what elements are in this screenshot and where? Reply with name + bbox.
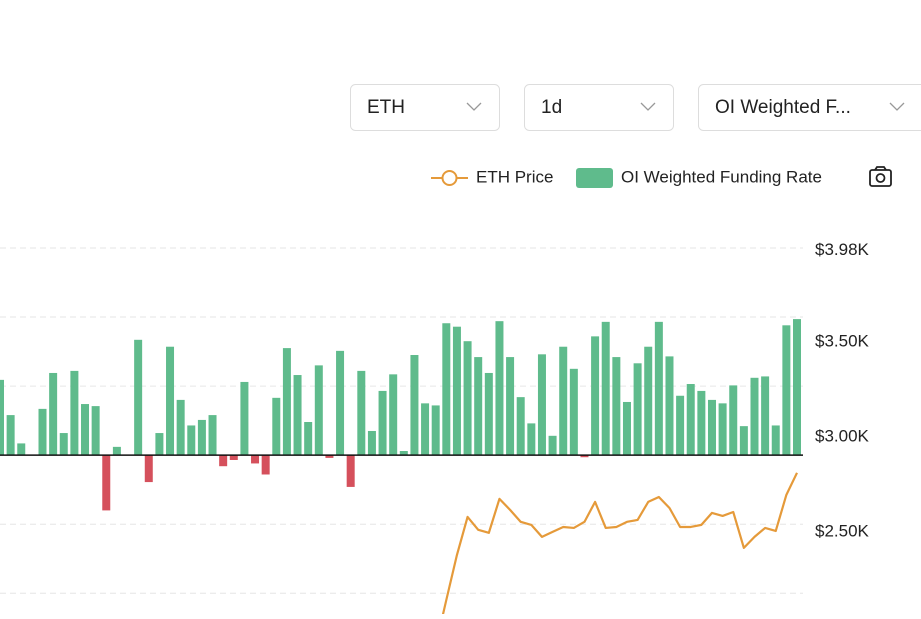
bar — [134, 340, 142, 455]
bar — [92, 406, 100, 455]
bar — [389, 374, 397, 455]
bar — [0, 380, 4, 455]
bar — [357, 371, 365, 455]
bar — [102, 455, 110, 510]
bar — [506, 357, 514, 455]
bar — [485, 373, 493, 455]
bar — [113, 447, 121, 455]
bar — [70, 371, 78, 455]
legend-swatch — [576, 168, 613, 188]
bar — [495, 321, 503, 455]
bar — [602, 322, 610, 455]
dropdown[interactable]: 1d — [525, 85, 674, 131]
bar — [750, 378, 758, 455]
bar — [177, 400, 185, 455]
bar — [634, 363, 642, 455]
bar — [740, 426, 748, 455]
bar — [240, 382, 248, 455]
bar — [549, 436, 557, 455]
bar — [517, 397, 525, 455]
dropdown[interactable]: OI Weighted F... — [699, 85, 921, 131]
plot — [0, 248, 803, 614]
dropdown-label[interactable]: OI Weighted F... — [715, 97, 851, 118]
bar — [559, 347, 567, 455]
bar — [81, 404, 89, 455]
bar — [17, 443, 25, 455]
bar — [719, 403, 727, 455]
y2-tick-label: $2.50K — [815, 521, 870, 540]
bar — [198, 420, 206, 455]
legend-label[interactable]: OI Weighted Funding Rate — [621, 167, 822, 186]
bar — [379, 391, 387, 455]
legend: ETH Price OI Weighted Funding Rate — [431, 167, 822, 188]
bar — [570, 369, 578, 455]
legend-marker — [443, 171, 457, 185]
bar — [665, 356, 673, 455]
bar — [421, 403, 429, 455]
y2-tick-label: $3.50K — [815, 331, 870, 350]
bar — [464, 341, 472, 455]
y2-tick-label: $3.00K — [815, 426, 870, 445]
bar — [527, 423, 535, 455]
camera-lens[interactable] — [877, 174, 885, 182]
bar — [708, 400, 716, 455]
bar — [644, 347, 652, 455]
bar — [623, 402, 631, 455]
camera-body[interactable] — [870, 170, 891, 186]
bar — [591, 336, 599, 455]
bar — [793, 319, 801, 455]
bar — [155, 433, 163, 455]
bar — [145, 455, 153, 482]
bar — [219, 455, 227, 466]
bar — [442, 323, 450, 455]
bar — [612, 357, 620, 455]
bar — [262, 455, 270, 474]
camera-icon[interactable] — [870, 167, 891, 186]
dropdown-label[interactable]: 1d — [541, 97, 562, 118]
bar — [251, 455, 259, 463]
bar — [676, 396, 684, 455]
bar — [782, 325, 790, 455]
bar — [410, 355, 418, 455]
bar — [60, 433, 68, 455]
bar — [294, 375, 302, 455]
bar — [697, 391, 705, 455]
dropdown-label[interactable]: ETH — [367, 97, 405, 118]
bar — [687, 384, 695, 455]
bar — [368, 431, 376, 455]
bar — [49, 373, 57, 455]
bar — [655, 322, 663, 455]
bar — [474, 357, 482, 455]
bar — [347, 455, 355, 487]
bar — [336, 351, 344, 455]
bar — [283, 348, 291, 455]
y2-tick-label: $3.98K — [815, 240, 870, 259]
bar — [7, 415, 15, 455]
legend-label[interactable]: ETH Price — [476, 167, 553, 186]
bar — [772, 425, 780, 455]
bar — [209, 415, 217, 455]
bar — [187, 425, 195, 455]
bar — [39, 409, 47, 455]
bar — [166, 347, 174, 455]
bar — [272, 398, 280, 455]
bar — [729, 385, 737, 455]
bar — [304, 422, 312, 455]
bar — [538, 354, 546, 455]
bar — [453, 327, 461, 455]
bar — [315, 365, 323, 455]
dropdown[interactable]: ETH — [351, 85, 500, 131]
bar — [432, 405, 440, 455]
bar — [761, 376, 769, 455]
